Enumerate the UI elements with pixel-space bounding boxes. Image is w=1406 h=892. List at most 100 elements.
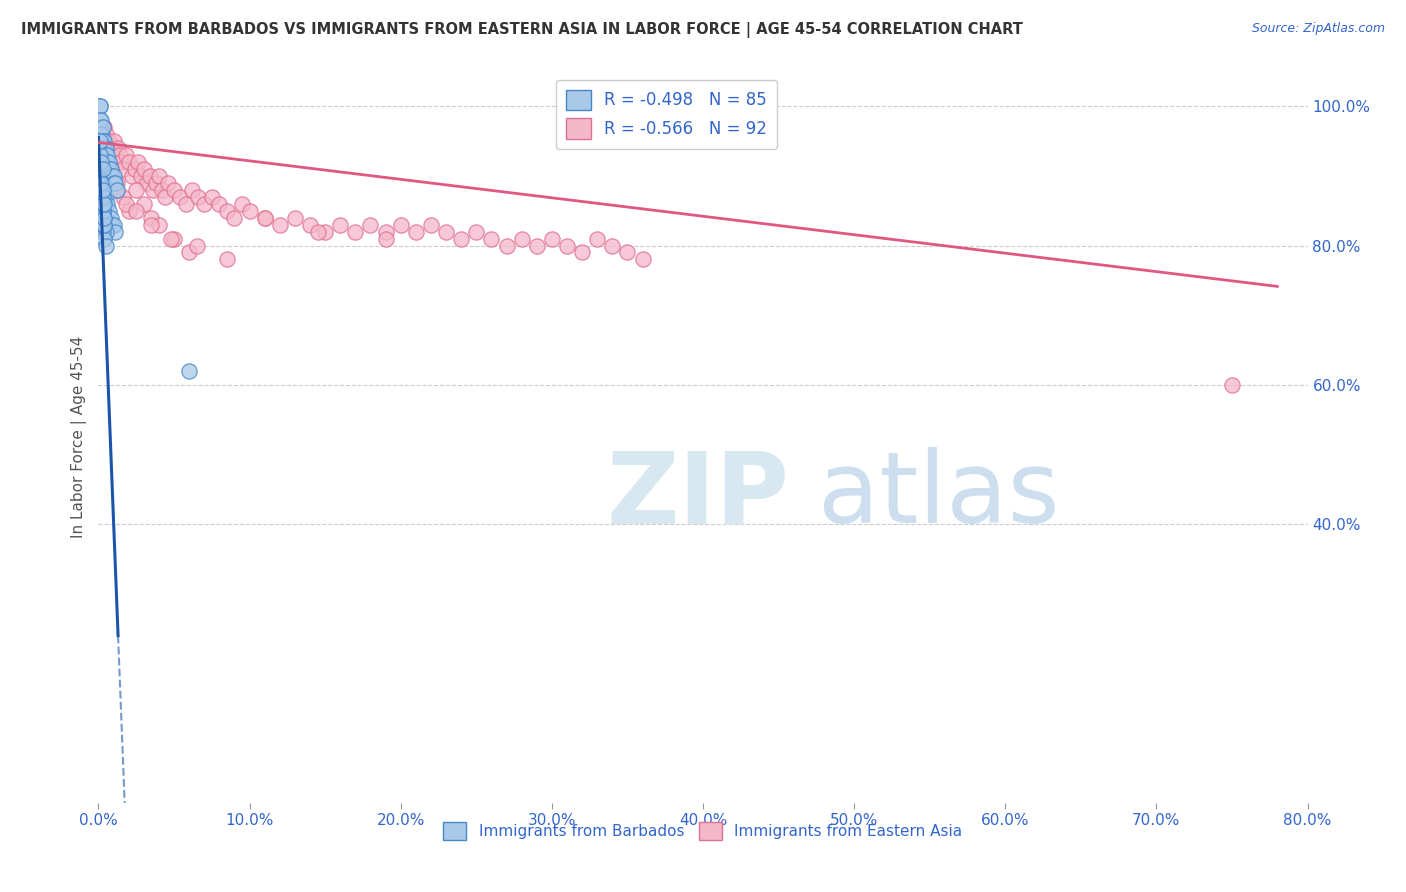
Point — [94, 190, 117, 204]
Point — [111, 161, 134, 176]
Point — [141, 211, 163, 225]
Point — [135, 176, 157, 190]
Text: atlas: atlas — [818, 447, 1060, 544]
Point — [104, 225, 127, 239]
Point — [314, 225, 336, 239]
Point — [90, 127, 112, 141]
Point — [93, 134, 115, 148]
Point — [90, 183, 112, 197]
Point — [91, 155, 114, 169]
Point — [93, 155, 115, 169]
Point — [127, 155, 149, 169]
Point — [93, 211, 115, 225]
Point — [239, 203, 262, 218]
Point — [420, 218, 443, 232]
Point — [108, 148, 131, 162]
Point — [90, 176, 112, 190]
Point — [118, 203, 141, 218]
Point — [90, 155, 112, 169]
Point — [93, 183, 115, 197]
Point — [93, 141, 115, 155]
Point — [111, 190, 134, 204]
Point — [94, 148, 117, 162]
Point — [91, 134, 114, 148]
Point — [96, 141, 118, 155]
Point — [141, 218, 163, 232]
Point — [631, 252, 654, 267]
Point — [105, 176, 128, 190]
Point — [90, 148, 112, 162]
Point — [540, 231, 562, 245]
Point — [90, 218, 112, 232]
Point — [434, 225, 457, 239]
Point — [91, 148, 114, 162]
Point — [616, 245, 638, 260]
Point — [90, 176, 112, 190]
Point — [481, 231, 503, 245]
Point — [153, 190, 176, 204]
Point — [96, 155, 118, 169]
Point — [299, 218, 322, 232]
Point — [93, 218, 115, 232]
Point — [201, 190, 224, 204]
Point — [139, 169, 162, 183]
Point — [602, 238, 624, 252]
Point — [510, 231, 533, 245]
Point — [91, 211, 114, 225]
Point — [91, 161, 114, 176]
Text: ZIP: ZIP — [606, 447, 789, 544]
Point — [90, 203, 112, 218]
Point — [103, 134, 125, 148]
Point — [495, 238, 517, 252]
Point — [465, 225, 488, 239]
Point — [90, 134, 112, 148]
Point — [90, 190, 112, 204]
Point — [104, 148, 127, 162]
Point — [124, 161, 146, 176]
Point — [91, 161, 114, 176]
Point — [1220, 377, 1243, 392]
Point — [114, 196, 136, 211]
Point — [105, 183, 128, 197]
Point — [94, 161, 117, 176]
Point — [160, 231, 183, 245]
Point — [104, 176, 127, 190]
Point — [125, 183, 148, 197]
Point — [94, 141, 117, 155]
Legend: Immigrants from Barbados, Immigrants from Eastern Asia: Immigrants from Barbados, Immigrants fro… — [437, 815, 969, 847]
Point — [96, 196, 118, 211]
Point — [148, 169, 170, 183]
Point — [89, 113, 111, 128]
Point — [89, 99, 111, 113]
Point — [101, 218, 124, 232]
Point — [94, 238, 117, 252]
Point — [179, 364, 201, 378]
Point — [93, 196, 115, 211]
Point — [93, 218, 115, 232]
Point — [90, 155, 112, 169]
Point — [91, 120, 114, 134]
Point — [215, 252, 238, 267]
Point — [90, 161, 112, 176]
Point — [105, 155, 128, 169]
Point — [374, 225, 396, 239]
Point — [101, 169, 124, 183]
Point — [91, 120, 114, 134]
Point — [374, 231, 396, 245]
Point — [179, 245, 201, 260]
Point — [148, 218, 170, 232]
Point — [98, 203, 121, 218]
Point — [107, 141, 129, 155]
Point — [269, 218, 291, 232]
Point — [224, 211, 246, 225]
Y-axis label: In Labor Force | Age 45-54: In Labor Force | Age 45-54 — [72, 336, 87, 538]
Point — [307, 225, 329, 239]
Point — [91, 134, 114, 148]
Point — [89, 99, 111, 113]
Point — [405, 225, 427, 239]
Point — [169, 190, 191, 204]
Point — [90, 169, 112, 183]
Point — [90, 196, 112, 211]
Point — [163, 231, 186, 245]
Point — [100, 148, 122, 162]
